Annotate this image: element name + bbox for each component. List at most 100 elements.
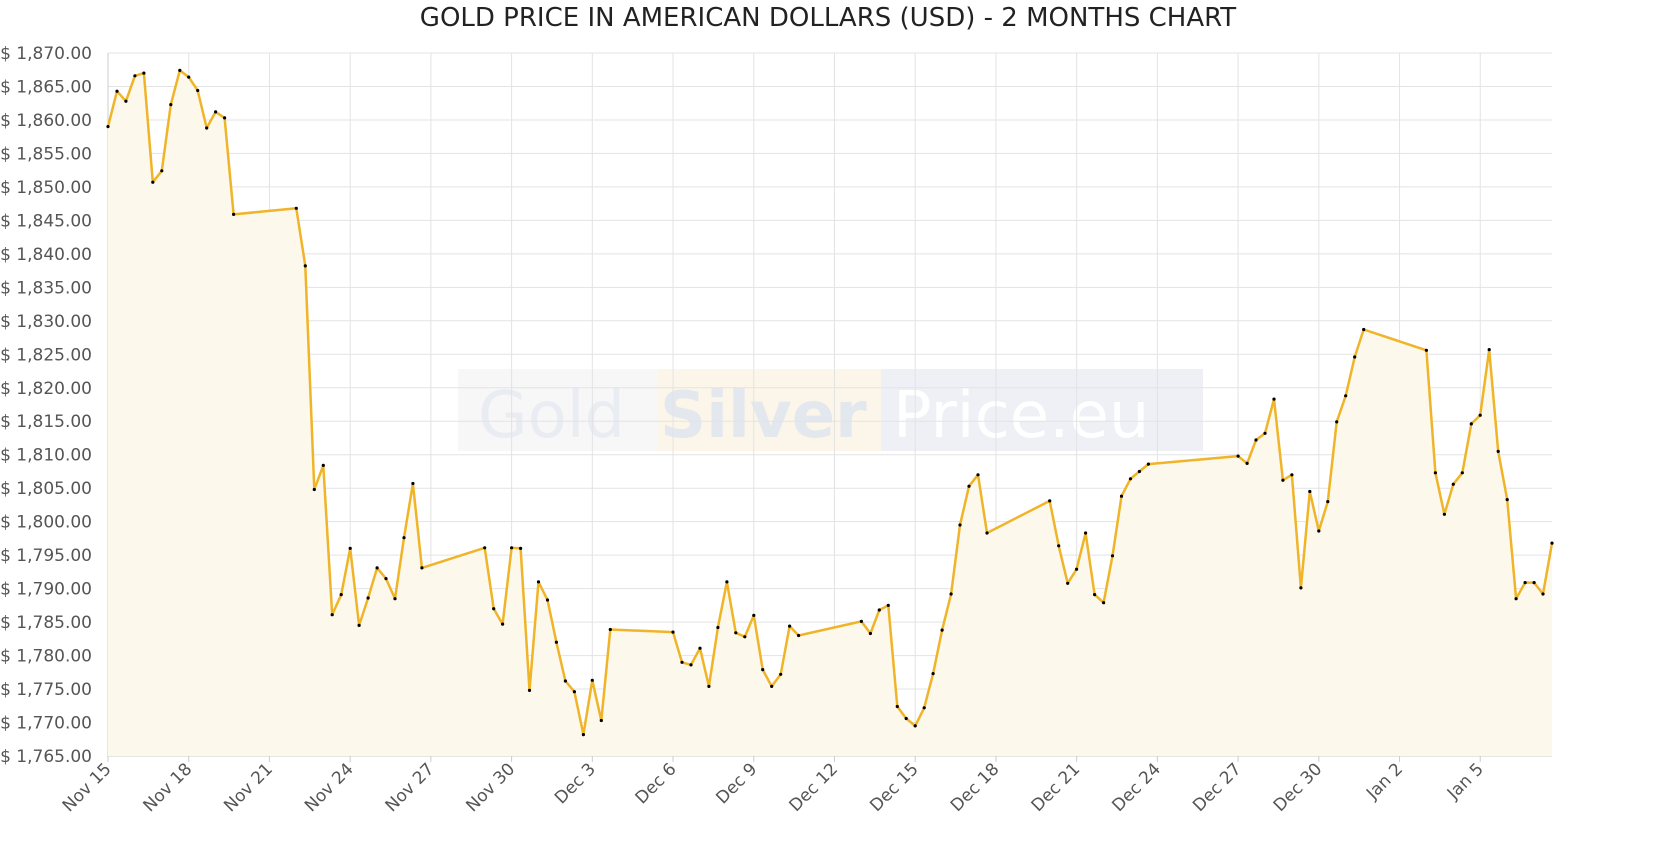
data-point xyxy=(1075,567,1079,571)
data-point xyxy=(223,116,227,120)
data-point xyxy=(599,718,603,723)
data-point xyxy=(689,663,693,667)
data-point xyxy=(958,523,962,527)
x-tick-label: Dec 6 xyxy=(632,759,681,808)
data-point xyxy=(178,68,182,72)
data-point xyxy=(1326,500,1330,504)
y-tick-label: $ 1,845.00 xyxy=(0,211,92,231)
data-point xyxy=(1487,348,1491,352)
data-point xyxy=(572,690,577,694)
data-point xyxy=(1460,471,1464,475)
watermark-text: Gold xyxy=(478,379,625,453)
data-point xyxy=(330,613,334,617)
data-point xyxy=(931,672,935,676)
data-point xyxy=(205,126,209,130)
data-point xyxy=(1523,581,1527,585)
data-point xyxy=(1084,531,1088,535)
chart-title: GOLD PRICE IN AMERICAN DOLLARS (USD) - 2… xyxy=(419,3,1237,33)
data-point xyxy=(752,613,756,618)
data-point xyxy=(913,724,917,728)
y-tick-label: $ 1,795.00 xyxy=(0,546,92,566)
y-tick-label: $ 1,785.00 xyxy=(0,613,92,633)
data-point xyxy=(1281,478,1285,482)
data-point xyxy=(348,546,352,551)
data-point xyxy=(384,577,388,581)
data-point xyxy=(133,74,137,78)
data-point xyxy=(1442,512,1446,516)
y-tick-label: $ 1,830.00 xyxy=(0,312,92,332)
data-point xyxy=(1308,489,1312,494)
data-point xyxy=(788,624,792,628)
data-point xyxy=(357,623,361,628)
x-axis-tick-labels: Nov 15 Nov 18 Nov 21 Nov 24 Nov 27 Nov 30 Dec … xyxy=(59,759,1488,816)
data-point xyxy=(1362,327,1366,332)
data-point xyxy=(214,110,218,114)
data-point xyxy=(420,566,424,570)
watermark-text: Silver xyxy=(660,379,867,453)
data-point xyxy=(1514,597,1518,601)
data-point xyxy=(510,546,514,550)
y-tick-label: $ 1,780.00 xyxy=(0,647,92,667)
data-point xyxy=(366,596,370,600)
data-point xyxy=(1550,541,1554,545)
x-tick-label: Dec 24 xyxy=(1108,759,1165,816)
x-tick-label: Jan 5 xyxy=(1443,759,1488,804)
data-point xyxy=(590,678,594,682)
data-point xyxy=(680,660,684,664)
data-point xyxy=(1469,422,1473,426)
x-tick-label: Dec 9 xyxy=(712,759,761,808)
y-tick-label: $ 1,805.00 xyxy=(0,479,92,499)
x-tick-label: Dec 30 xyxy=(1270,759,1327,816)
data-point xyxy=(187,75,191,79)
data-point xyxy=(1093,593,1097,597)
data-point xyxy=(563,679,568,683)
watermark-box xyxy=(881,369,1203,451)
data-point xyxy=(196,88,200,93)
data-point xyxy=(1048,499,1052,503)
data-point xyxy=(886,603,890,608)
data-point xyxy=(967,484,971,488)
data-point xyxy=(985,531,989,535)
x-tick-label: Dec 15 xyxy=(866,759,923,816)
data-point xyxy=(1335,420,1339,424)
data-point xyxy=(1146,462,1150,466)
data-point xyxy=(671,630,675,634)
data-point xyxy=(698,646,702,650)
data-point xyxy=(124,99,128,103)
y-tick-label: $ 1,815.00 xyxy=(0,412,92,432)
data-point xyxy=(1057,544,1061,548)
x-tick-label: Dec 21 xyxy=(1028,759,1085,816)
data-point xyxy=(1478,413,1482,417)
data-point xyxy=(393,597,397,601)
x-tick-label: Nov 18 xyxy=(140,759,197,816)
data-point xyxy=(859,619,864,624)
data-point xyxy=(1245,461,1249,465)
x-tick-label: Nov 24 xyxy=(301,759,358,816)
y-axis-tick-labels: $ 1,765.00 $ 1,770.00 $ 1,775.00 $ 1,780.00… xyxy=(0,44,92,767)
data-point xyxy=(581,733,586,737)
x-tick-label: Nov 30 xyxy=(462,759,519,816)
x-tick-label: Dec 3 xyxy=(551,759,600,808)
data-point xyxy=(232,212,236,216)
data-point xyxy=(1451,482,1455,486)
y-tick-label: $ 1,870.00 xyxy=(0,44,92,64)
data-point xyxy=(106,125,110,129)
data-point xyxy=(312,487,316,492)
data-point xyxy=(492,607,496,611)
data-point xyxy=(483,546,487,550)
data-point xyxy=(519,546,523,551)
data-point xyxy=(1290,473,1294,477)
data-point xyxy=(707,684,711,689)
data-point xyxy=(868,631,873,636)
y-tick-label: $ 1,775.00 xyxy=(0,680,92,700)
y-tick-label: $ 1,865.00 xyxy=(0,77,92,97)
data-point xyxy=(321,463,325,467)
y-tick-label: $ 1,835.00 xyxy=(0,278,92,298)
point-markers xyxy=(106,68,1554,737)
data-point xyxy=(976,473,980,477)
y-tick-label: $ 1,800.00 xyxy=(0,513,92,533)
data-point xyxy=(1532,581,1536,585)
data-point xyxy=(527,688,532,693)
